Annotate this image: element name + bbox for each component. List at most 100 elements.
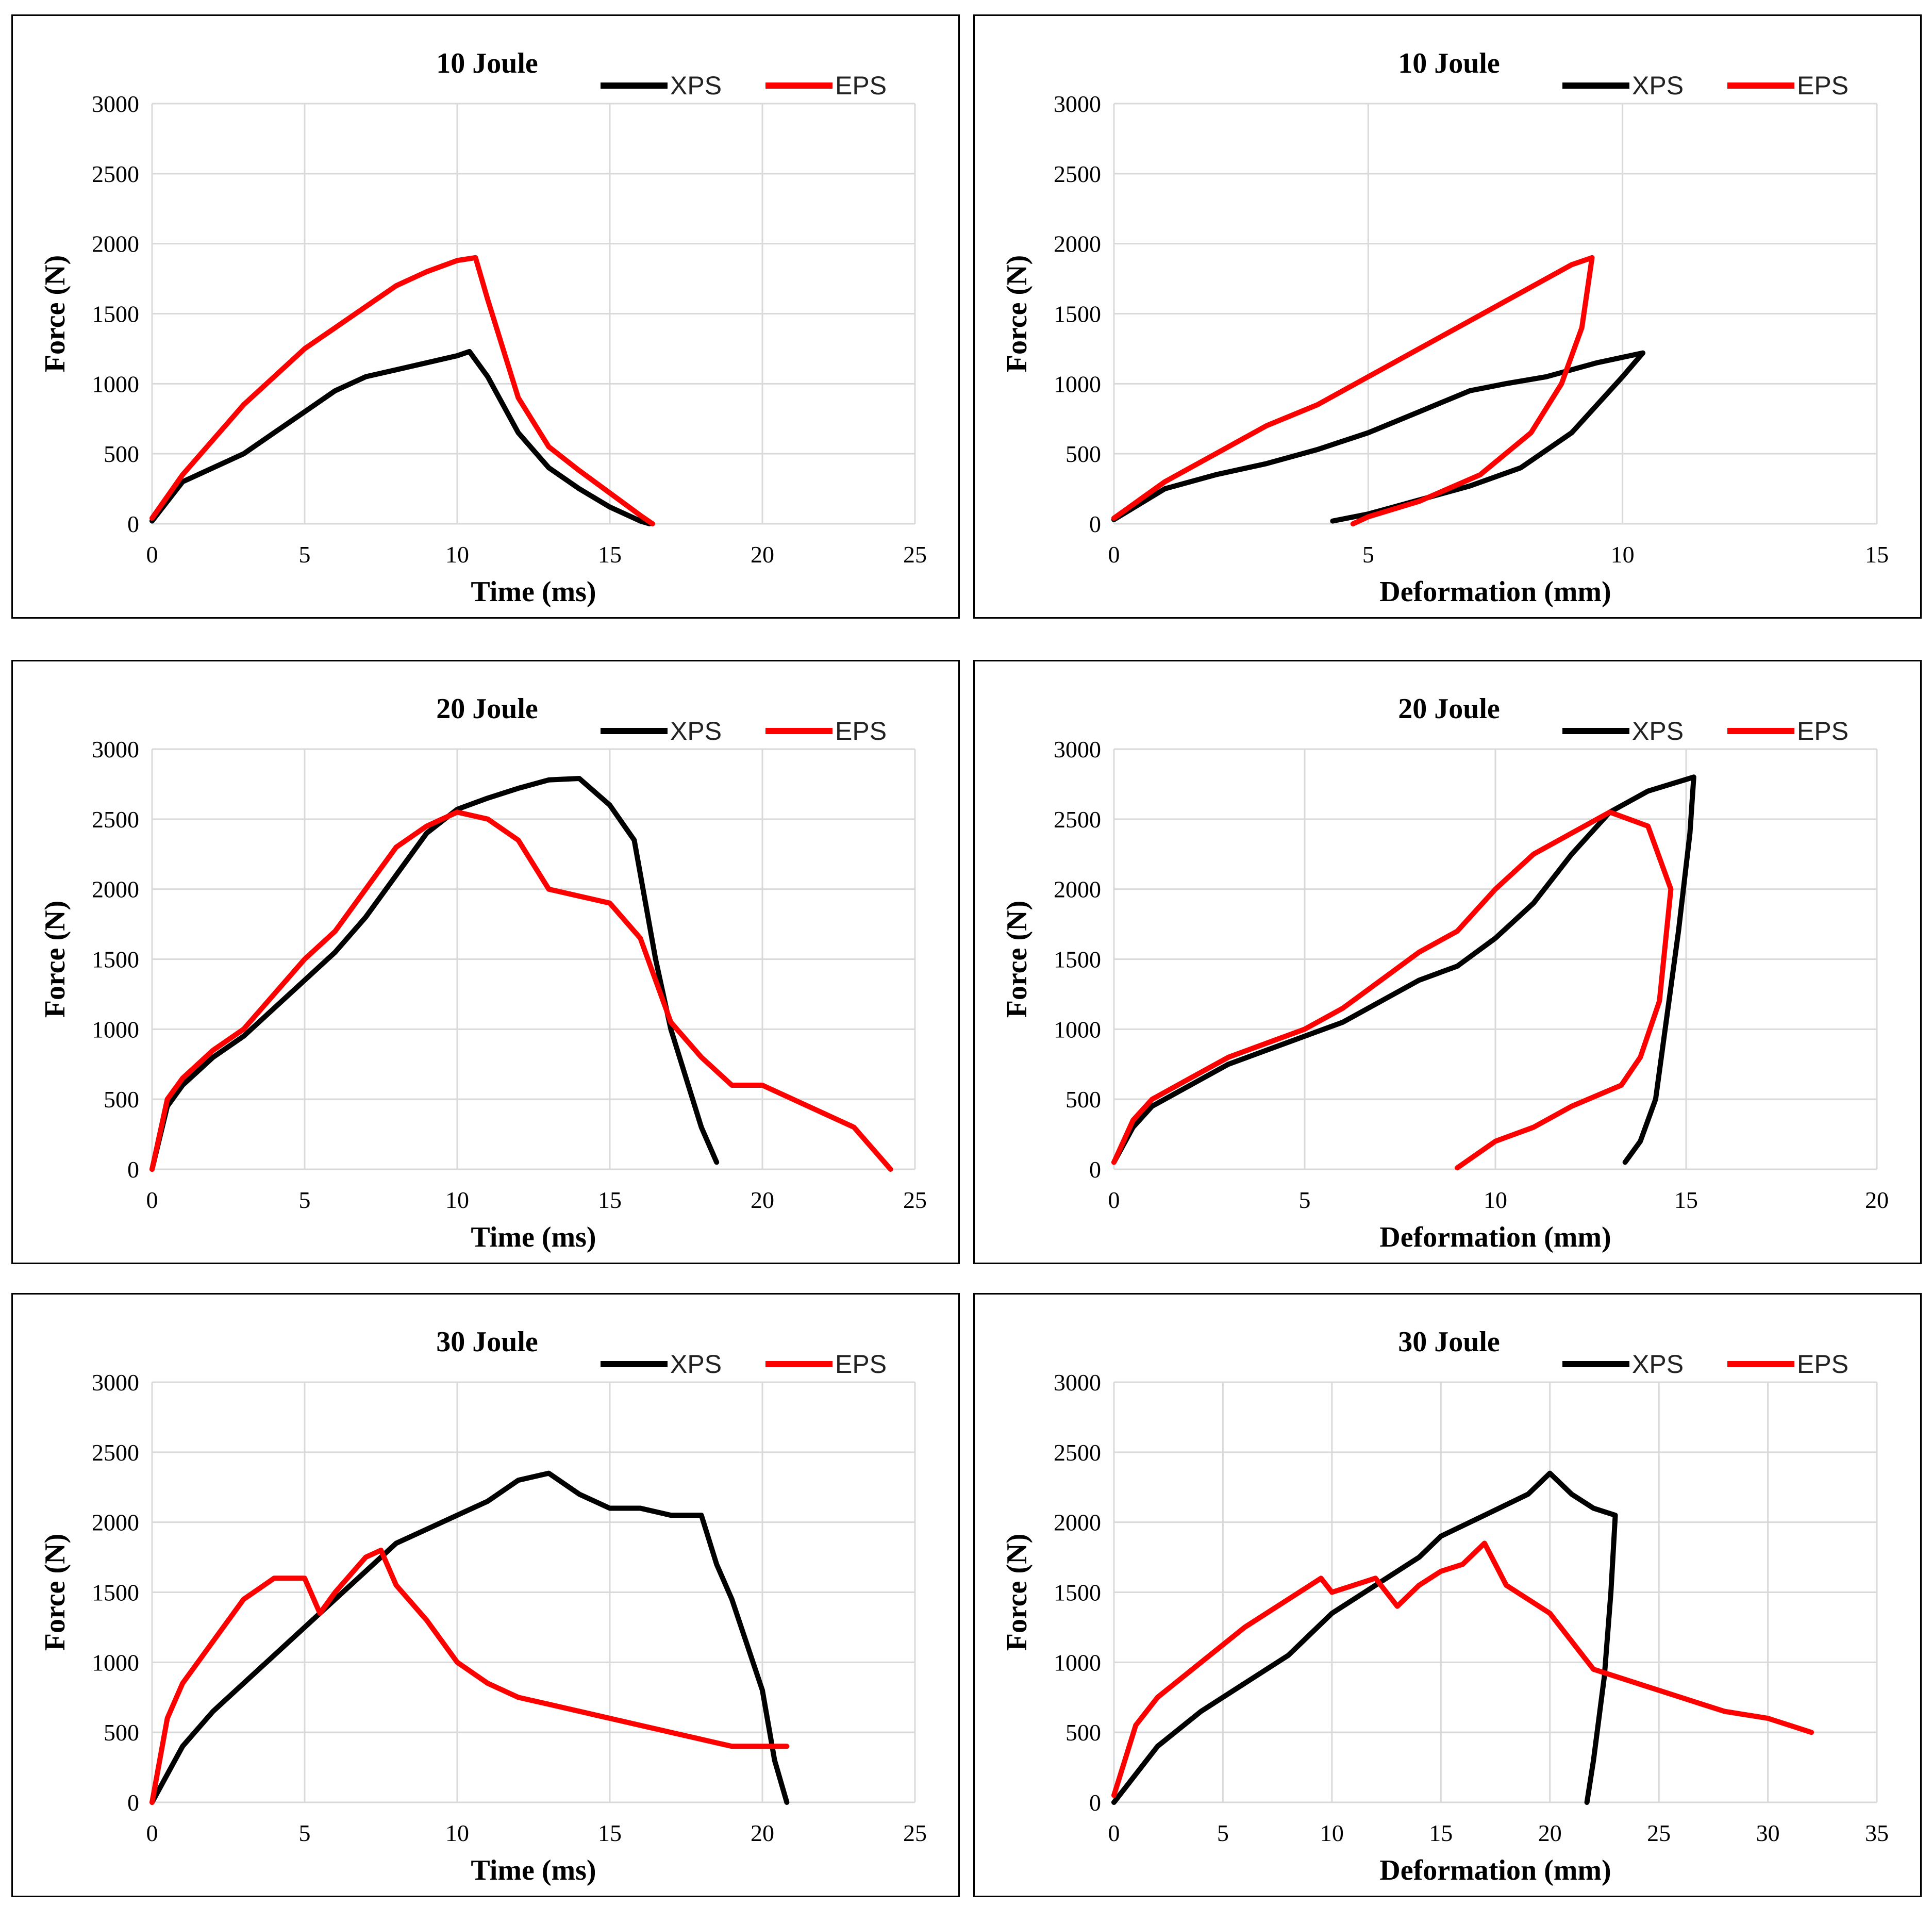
series-line-xps — [149, 349, 652, 526]
chart-svg: 0 5 10 15 20 25 30 35 0 500 1000 1500 2000 2500 3000 30… — [1001, 1326, 1889, 1886]
y-tick-label: 2500 — [1054, 161, 1101, 187]
chart-panel-time-10J: 0 5 10 15 20 25 0 500 1000 1500 2000 2500 3000 10 Jou… — [11, 14, 960, 619]
series-line-xps — [1111, 1470, 1618, 1805]
y-tick-label: 1500 — [92, 947, 139, 973]
x-tick-label: 15 — [598, 1820, 622, 1846]
y-tick-label: 2000 — [1054, 1510, 1101, 1536]
y-tick-label: 2500 — [1054, 806, 1101, 833]
chart-panel-deformation-10J: 0 5 10 15 0 500 1000 1500 2000 2500 3000 10 Joule De… — [973, 14, 1922, 619]
series-line-eps — [1111, 1540, 1814, 1798]
x-tick-label: 10 — [445, 541, 469, 568]
x-tick-label: 5 — [1299, 1187, 1311, 1213]
legend-label-eps: EPS — [1797, 717, 1848, 745]
y-tick-label: 1000 — [92, 1016, 139, 1042]
legend-label-xps: XPS — [1632, 71, 1684, 100]
y-tick-label: 500 — [104, 441, 139, 467]
chart-panel-time-20J: 0 5 10 15 20 25 0 500 1000 1500 2000 2500 3000 20 Jou… — [11, 660, 960, 1264]
y-tick-label: 1500 — [92, 1580, 139, 1606]
legend-label-xps: XPS — [670, 1350, 722, 1379]
x-tick-label: 20 — [751, 541, 774, 568]
y-axis-label: Force (N) — [39, 1534, 71, 1651]
y-tick-label: 3000 — [1054, 1369, 1101, 1396]
y-tick-label: 500 — [1065, 1719, 1101, 1746]
y-tick-label: 3000 — [92, 91, 139, 117]
y-tick-label: 1500 — [1054, 1580, 1101, 1606]
y-tick-label: 0 — [1089, 511, 1101, 537]
x-tick-label: 30 — [1756, 1820, 1780, 1846]
chart-panel-time-30J: 0 5 10 15 20 25 0 500 1000 1500 2000 2500 3000 30 Jou… — [11, 1293, 960, 1897]
chart-svg: 0 5 10 15 20 25 0 500 1000 1500 2000 2500 3000 20 Jou… — [39, 693, 927, 1253]
series-line-eps — [1111, 255, 1595, 526]
x-tick-label: 5 — [1217, 1820, 1229, 1846]
x-axis-label: Time (ms) — [471, 576, 596, 608]
legend-label-eps: EPS — [1797, 71, 1848, 100]
x-tick-label: 15 — [1674, 1187, 1698, 1213]
x-tick-label: 15 — [598, 541, 622, 568]
y-axis-label: Force (N) — [39, 255, 71, 373]
y-tick-label: 0 — [127, 1156, 139, 1183]
x-tick-label: 0 — [1108, 1187, 1120, 1213]
x-tick-label: 25 — [903, 1820, 927, 1846]
x-tick-label: 0 — [146, 1820, 158, 1846]
y-tick-label: 500 — [1065, 441, 1101, 467]
chart-panel-deformation-30J: 0 5 10 15 20 25 30 35 0 500 1000 1500 2000 2500 3000 30… — [973, 1293, 1922, 1897]
y-tick-label: 1000 — [1054, 1016, 1101, 1042]
y-tick-label: 3000 — [1054, 736, 1101, 762]
x-tick-label: 0 — [1108, 1820, 1120, 1846]
x-tick-label: 25 — [903, 541, 927, 568]
y-tick-label: 0 — [127, 511, 139, 537]
y-tick-label: 2500 — [1054, 1439, 1101, 1466]
y-tick-label: 3000 — [1054, 91, 1101, 117]
y-axis-label: Force (N) — [1001, 901, 1033, 1018]
series-line-xps — [149, 1470, 790, 1805]
x-tick-label: 5 — [1362, 541, 1374, 568]
chart-title: 30 Joule — [1398, 1326, 1500, 1358]
y-tick-label: 3000 — [92, 1369, 139, 1396]
x-tick-label: 5 — [299, 1187, 311, 1213]
chart-panel-deformation-20J: 0 5 10 15 20 0 500 1000 1500 2000 2500 3000 20 Joule… — [973, 660, 1922, 1264]
series-line-xps — [149, 776, 720, 1172]
legend-label-xps: XPS — [1632, 717, 1684, 745]
series-line-eps — [1111, 809, 1674, 1171]
chart-title: 10 Joule — [1398, 47, 1500, 79]
x-axis-label: Deformation (mm) — [1379, 576, 1611, 608]
y-tick-label: 2500 — [92, 806, 139, 833]
y-tick-label: 1000 — [92, 1649, 139, 1676]
legend-label-xps: XPS — [1632, 1350, 1684, 1379]
y-tick-label: 2500 — [92, 161, 139, 187]
x-axis-label: Time (ms) — [471, 1221, 596, 1253]
y-tick-label: 2500 — [92, 1439, 139, 1466]
chart-title: 10 Joule — [436, 47, 538, 79]
y-tick-label: 2000 — [1054, 231, 1101, 257]
legend-label-eps: EPS — [835, 71, 887, 100]
x-tick-label: 10 — [445, 1187, 469, 1213]
y-axis-label: Force (N) — [39, 901, 71, 1018]
x-tick-label: 35 — [1865, 1820, 1889, 1846]
y-tick-label: 500 — [104, 1086, 139, 1113]
x-tick-label: 20 — [1538, 1820, 1562, 1846]
x-tick-label: 10 — [1320, 1820, 1344, 1846]
y-tick-label: 0 — [127, 1789, 139, 1816]
x-tick-label: 15 — [1865, 541, 1889, 568]
y-tick-label: 2000 — [92, 231, 139, 257]
legend-label-xps: XPS — [670, 71, 722, 100]
y-tick-label: 1500 — [1054, 301, 1101, 327]
chart-title: 30 Joule — [436, 1326, 538, 1358]
x-tick-label: 5 — [299, 541, 311, 568]
chart-svg: 0 5 10 15 20 25 0 500 1000 1500 2000 2500 3000 30 Jou… — [39, 1326, 927, 1886]
y-tick-label: 0 — [1089, 1156, 1101, 1183]
chart-svg: 0 5 10 15 0 500 1000 1500 2000 2500 3000 10 Joule De… — [1001, 47, 1889, 608]
legend-label-eps: EPS — [1797, 1350, 1848, 1379]
y-tick-label: 500 — [104, 1719, 139, 1746]
series-line-xps — [1111, 774, 1696, 1165]
x-tick-label: 10 — [445, 1820, 469, 1846]
y-tick-label: 1500 — [1054, 947, 1101, 973]
x-tick-label: 5 — [299, 1820, 311, 1846]
series-line-eps — [149, 255, 655, 526]
y-axis-label: Force (N) — [1001, 1534, 1033, 1651]
x-tick-label: 25 — [1647, 1820, 1671, 1846]
chart-svg: 0 5 10 15 20 25 0 500 1000 1500 2000 2500 3000 10 Jou… — [39, 47, 927, 608]
y-axis-label: Force (N) — [1001, 255, 1033, 373]
y-tick-label: 2000 — [1054, 876, 1101, 903]
y-tick-label: 2000 — [92, 876, 139, 903]
